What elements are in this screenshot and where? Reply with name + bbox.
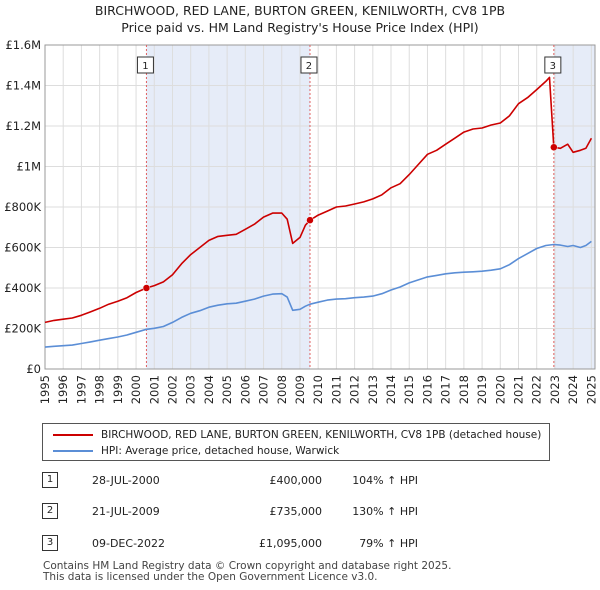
y-tick-label: £1.4M [5, 79, 41, 93]
sale-label-box [300, 56, 318, 74]
sale-hpi-change: 79% ↑ HPI [359, 537, 418, 550]
x-tick-label: 2019 [475, 375, 489, 404]
sale-row: 2 21-JUL-2009 £735,000 130% ↑ HPI [42, 503, 562, 521]
legend-item-hpi: HPI: Average price, detached house, Warw… [53, 443, 339, 459]
hpi-line [44, 240, 592, 348]
x-tick-label: 2020 [493, 375, 507, 404]
x-tick-label: 2001 [147, 375, 161, 404]
y-tick-label: £0 [26, 362, 41, 376]
x-tick-label: 2023 [548, 375, 562, 404]
x-tick-label: 2021 [512, 375, 526, 404]
chart-title-line1: BIRCHWOOD, RED LANE, BURTON GREEN, KENIL… [94, 3, 506, 18]
x-tick-label: 2017 [439, 375, 453, 404]
sale-hpi-change: 104% ↑ HPI [352, 474, 418, 487]
x-tick-label: 2018 [457, 375, 471, 404]
y-tick-label: £800K [4, 200, 41, 214]
sale-label-number: 2 [306, 61, 312, 72]
sale-point [142, 284, 151, 292]
x-tick-label: 2009 [293, 375, 307, 404]
x-tick-label: 2002 [165, 375, 179, 404]
chart-subtitle: Price paid vs. HM Land Registry's House … [121, 20, 479, 35]
x-tick-label: 2011 [329, 375, 343, 404]
x-tick-label: 1996 [56, 375, 70, 404]
sale-label-box [136, 56, 154, 74]
x-tick-label: 2000 [129, 375, 143, 404]
x-tick-label: 2014 [384, 375, 398, 404]
chart-title: BIRCHWOOD, RED LANE, BURTON GREEN, KENIL… [0, 2, 600, 36]
sale-label-number: 3 [550, 61, 556, 72]
sale-row: 1 28-JUL-2000 £400,000 104% ↑ HPI [42, 472, 562, 490]
x-tick-label: 2015 [402, 375, 416, 404]
y-tick-label: £1.2M [5, 119, 41, 133]
legend-item-property: BIRCHWOOD, RED LANE, BURTON GREEN, KENIL… [53, 427, 541, 443]
x-tick-label: 2013 [366, 375, 380, 404]
legend-label-property: BIRCHWOOD, RED LANE, BURTON GREEN, KENIL… [101, 429, 542, 441]
sale-hpi-change: 130% ↑ HPI [352, 505, 418, 518]
sale-number-badge: 1 [42, 472, 58, 488]
sale-label-box [544, 56, 562, 74]
plot-area-border [44, 44, 596, 370]
legend: BIRCHWOOD, RED LANE, BURTON GREEN, KENIL… [42, 423, 550, 461]
sale-price: £735,000 [269, 505, 323, 518]
x-tick-label: 2006 [238, 375, 252, 404]
sale-row: 3 09-DEC-2022 £1,095,000 79% ↑ HPI [42, 535, 562, 553]
legend-label-hpi: HPI: Average price, detached house, Warw… [101, 445, 340, 457]
sale-point [306, 216, 314, 224]
x-tick-label: 2007 [257, 375, 271, 404]
y-tick-label: £1M [16, 160, 41, 174]
price-chart: £0 £200K £400K £600K £800K £1M £1.2M £1.4M £1.6M… [4, 38, 598, 404]
y-tick-label: £200K [4, 322, 41, 336]
sale-label-number: 1 [142, 61, 148, 72]
x-tick-label: 2024 [566, 375, 580, 404]
x-tick-label: 1997 [74, 375, 88, 404]
sale-price: £400,000 [269, 474, 323, 487]
footer-copyright: Contains HM Land Registry data © Crown c… [43, 560, 452, 572]
sale-price: £1,095,000 [259, 537, 322, 550]
sale-date: 21-JUL-2009 [92, 505, 160, 518]
x-tick-label: 2008 [275, 375, 289, 404]
legend-swatch-property [53, 434, 93, 436]
sale-number-badge: 2 [42, 503, 58, 519]
legend-swatch-hpi [53, 450, 93, 452]
sale-date: 28-JUL-2000 [92, 474, 160, 487]
sale-number-badge: 3 [42, 535, 58, 551]
footer-attribution: Contains HM Land Registry data © Crown c… [43, 561, 451, 583]
x-tick-label: 2005 [220, 375, 234, 404]
x-tick-label: 2016 [420, 375, 434, 404]
x-tick-label: 1995 [38, 375, 52, 404]
y-tick-label: £400K [4, 281, 41, 295]
x-tick-label: 2010 [311, 375, 325, 404]
y-tick-label: £600K [4, 241, 41, 255]
x-tick-label: 2003 [184, 375, 198, 404]
x-tick-label: 2025 [584, 375, 598, 404]
x-tick-label: 1998 [93, 375, 107, 404]
x-tick-label: 2012 [348, 375, 362, 404]
x-tick-label: 2004 [202, 375, 216, 404]
sale-date: 09-DEC-2022 [92, 537, 166, 550]
x-tick-label: 2022 [530, 375, 544, 404]
footer-license: This data is licensed under the Open Gov… [43, 571, 378, 583]
sale-point [550, 143, 558, 152]
y-tick-label: £1.6M [5, 38, 41, 52]
x-tick-label: 1999 [111, 375, 125, 404]
